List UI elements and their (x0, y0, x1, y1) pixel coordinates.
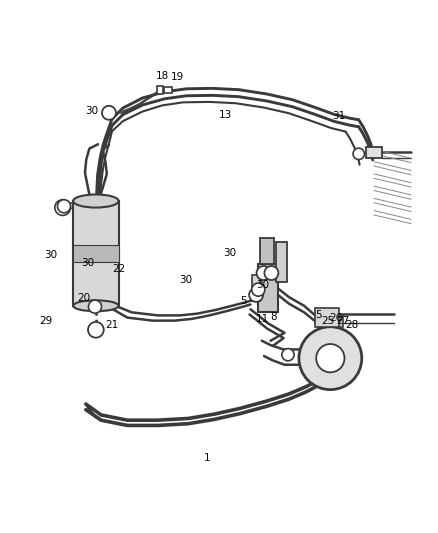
Circle shape (57, 200, 71, 213)
Text: 11: 11 (256, 314, 269, 325)
Text: 5: 5 (240, 296, 247, 305)
Text: 19: 19 (171, 71, 184, 82)
Bar (157, 86, 163, 94)
Circle shape (88, 300, 102, 313)
Circle shape (55, 200, 71, 215)
Bar (315, 309, 339, 327)
Bar (276, 243, 287, 282)
Text: 31: 31 (332, 111, 346, 121)
Text: 20: 20 (77, 294, 90, 303)
Circle shape (102, 106, 116, 120)
Circle shape (299, 327, 362, 390)
Circle shape (252, 283, 265, 296)
Text: 18: 18 (155, 71, 169, 81)
Bar (252, 275, 260, 302)
Text: 30: 30 (81, 257, 95, 268)
Text: 30: 30 (44, 250, 57, 260)
Text: 30: 30 (179, 275, 192, 285)
Bar (73, 201, 119, 306)
Circle shape (257, 266, 271, 280)
Ellipse shape (73, 195, 119, 207)
Text: 21: 21 (106, 320, 119, 329)
Bar (261, 238, 274, 264)
Text: 22: 22 (112, 264, 125, 274)
Circle shape (282, 349, 294, 361)
Text: 30: 30 (256, 280, 269, 290)
Text: 30: 30 (85, 106, 98, 116)
Text: 13: 13 (219, 110, 232, 120)
Bar (318, 316, 343, 327)
Text: 25: 25 (321, 316, 335, 326)
Text: 27: 27 (336, 316, 349, 326)
Text: 30: 30 (223, 248, 237, 257)
Bar (366, 147, 382, 158)
Text: 8: 8 (271, 312, 277, 322)
Circle shape (88, 322, 104, 338)
Circle shape (249, 288, 263, 302)
Text: 26: 26 (329, 313, 342, 323)
Bar (73, 245, 119, 262)
Circle shape (316, 344, 344, 373)
Text: 29: 29 (39, 316, 53, 326)
Bar (163, 87, 172, 93)
Circle shape (265, 266, 279, 280)
Bar (258, 264, 278, 312)
Circle shape (353, 148, 364, 159)
Text: 1: 1 (204, 453, 210, 463)
Ellipse shape (73, 300, 119, 311)
Text: 5: 5 (315, 310, 321, 320)
Text: 28: 28 (346, 320, 359, 330)
